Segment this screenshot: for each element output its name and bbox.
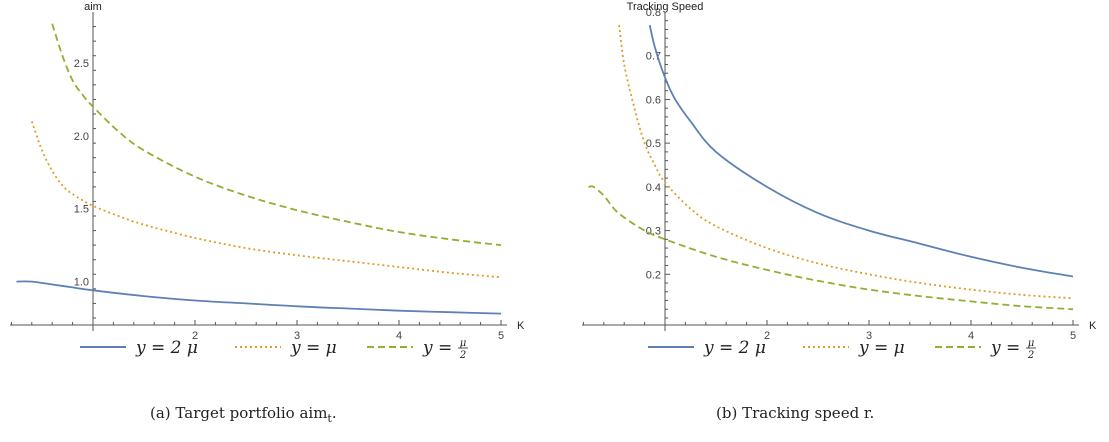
x-tick-label: 3 — [294, 330, 300, 342]
x-tick-label: 2 — [764, 330, 770, 342]
y-tick-label: 0.6 — [646, 94, 661, 106]
caption-text: (b) Tracking speed r. — [716, 404, 874, 422]
x-tick-label: 4 — [968, 330, 974, 342]
legend-label-symbol: μ — [894, 338, 905, 358]
legend-label-prefix: y = — [290, 338, 326, 358]
y-axis-label: Tracking Speed — [627, 1, 704, 13]
y-tick-label: 0.8 — [646, 7, 661, 19]
x-axis-label: K — [517, 320, 525, 332]
legend-frac-denominator: 2 — [459, 350, 466, 361]
panel-caption: (b) Tracking speed r. — [716, 404, 874, 422]
y-tick-label: 1.5 — [74, 204, 89, 216]
y-tick-label: 0.5 — [646, 138, 661, 150]
legend-label: y = — [990, 338, 1020, 358]
legend-label-prefix: y = — [990, 338, 1020, 358]
legend-label: y = μ — [858, 338, 905, 358]
legend-label-prefix: y = 2 — [703, 338, 755, 358]
series-line-solid — [16, 280, 502, 315]
series-line-dotted — [618, 24, 1074, 300]
x-tick-label: 5 — [498, 330, 504, 342]
y-axis-label: aim — [84, 1, 102, 13]
y-tick-label: 0.4 — [646, 182, 661, 194]
x-tick-label: 2 — [192, 330, 198, 342]
legend-frac-numerator: μ — [1028, 338, 1035, 349]
legend-frac-denominator: 2 — [1027, 350, 1034, 361]
panel-caption: (a) Target portfolio aimt. — [150, 404, 337, 425]
x-tick-label: 4 — [396, 330, 402, 342]
y-tick-label: 2.0 — [74, 131, 89, 143]
caption-subscript: t — [327, 412, 332, 425]
series-line-dotted — [30, 120, 502, 279]
legend-label: y = 2 μ — [703, 338, 766, 358]
x-tick-label: 5 — [1070, 330, 1076, 342]
legend-label-symbol: μ — [755, 338, 766, 358]
legend-frac-numerator: μ — [460, 338, 467, 349]
y-tick-label: 0.2 — [646, 269, 661, 281]
x-axis-label: K — [1089, 320, 1097, 332]
legend-label-prefix: y = — [422, 338, 452, 358]
legend-label-symbol: μ — [326, 338, 337, 358]
legend-label-symbol: μ — [187, 338, 198, 358]
series-line-dashed — [588, 185, 1074, 311]
caption-period: . — [332, 404, 337, 422]
legend-label-prefix: y = — [858, 338, 894, 358]
legend-label-prefix: y = 2 — [135, 338, 187, 358]
legend-label: y = μ — [290, 338, 337, 358]
y-tick-label: 2.5 — [74, 58, 89, 70]
caption-text: (a) Target portfolio aim — [150, 404, 327, 422]
legend-label: y = 2 μ — [135, 338, 198, 358]
x-tick-label: 3 — [866, 330, 872, 342]
y-tick-label: 0.3 — [646, 226, 661, 238]
y-tick-label: 1.0 — [74, 277, 89, 289]
series-line-solid — [648, 24, 1074, 278]
series-line-dashed — [51, 23, 502, 246]
legend-label: y = — [422, 338, 452, 358]
